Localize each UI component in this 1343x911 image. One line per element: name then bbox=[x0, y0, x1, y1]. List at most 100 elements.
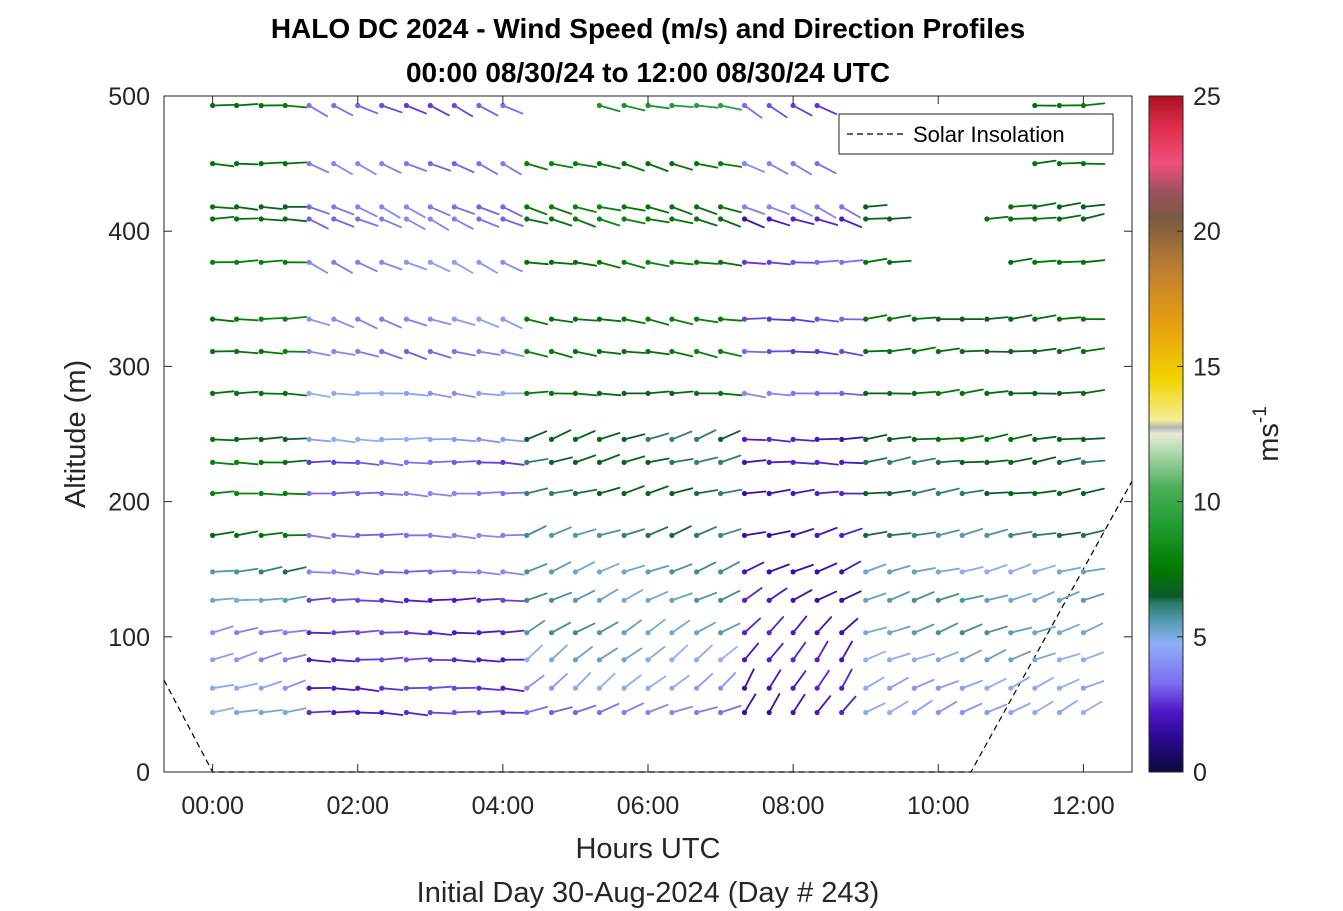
wind-barb-origin-point bbox=[887, 685, 893, 691]
wind-barb bbox=[235, 350, 259, 355]
wind-barb-origin-point bbox=[887, 348, 893, 355]
wind-barb bbox=[405, 318, 428, 327]
wind-barb-origin-point bbox=[741, 459, 748, 465]
wind-barb-origin-point bbox=[1056, 216, 1062, 222]
wind-barb bbox=[550, 350, 573, 359]
wind-barb bbox=[477, 687, 501, 691]
wind-barb bbox=[695, 706, 718, 714]
wind-barb-origin-point bbox=[331, 390, 337, 396]
wind-barb bbox=[816, 669, 830, 690]
wind-barb bbox=[453, 350, 476, 357]
wind-barb-origin-point bbox=[1080, 685, 1086, 691]
wind-barb-origin-point bbox=[1080, 161, 1086, 167]
wind-barb bbox=[1058, 678, 1080, 690]
wind-barb-origin-point bbox=[935, 597, 941, 603]
wind-barb-origin-point bbox=[911, 569, 917, 575]
wind-barb bbox=[792, 461, 816, 465]
wind-barb-origin-point bbox=[694, 459, 700, 465]
wind-barb bbox=[405, 436, 429, 441]
solar-insolation-curve bbox=[163, 481, 1133, 773]
wind-barb-origin-point bbox=[210, 597, 216, 603]
wind-barb bbox=[453, 658, 477, 663]
wind-barb-origin-point bbox=[1008, 685, 1014, 691]
wind-barb-origin-point bbox=[331, 102, 337, 109]
wind-barb bbox=[1082, 203, 1106, 208]
wind-barb bbox=[501, 571, 525, 576]
wind-barb bbox=[888, 565, 911, 573]
wind-barb bbox=[671, 261, 694, 266]
wind-barb bbox=[840, 350, 864, 357]
wind-barb bbox=[380, 218, 403, 229]
wind-barb bbox=[284, 161, 308, 165]
wind-barb-origin-point bbox=[814, 390, 820, 396]
wind-barb bbox=[768, 563, 790, 573]
wind-barb bbox=[598, 453, 620, 464]
wind-barb-origin-point bbox=[839, 436, 845, 442]
wind-barb-origin-point bbox=[621, 316, 627, 322]
wind-barb-origin-point bbox=[645, 532, 651, 539]
wind-barb-origin-point bbox=[935, 459, 941, 465]
wind-barb bbox=[961, 435, 984, 441]
wind-barb bbox=[525, 205, 548, 216]
wind-barb bbox=[429, 218, 450, 231]
wind-barb bbox=[1033, 676, 1054, 690]
wind-barb bbox=[913, 531, 937, 537]
wind-barb bbox=[888, 489, 912, 495]
wind-barb bbox=[453, 318, 476, 326]
wind-barb bbox=[453, 261, 474, 274]
wind-barb bbox=[260, 566, 283, 573]
wind-barb bbox=[743, 668, 755, 690]
wind-barb-origin-point bbox=[548, 709, 555, 716]
wind-barb bbox=[308, 205, 330, 215]
wind-barb-origin-point bbox=[596, 657, 603, 663]
wind-barb bbox=[235, 651, 258, 661]
wind-barb bbox=[792, 589, 813, 602]
wind-barb bbox=[864, 257, 888, 264]
wind-barb-origin-point bbox=[548, 569, 555, 575]
wind-barb bbox=[574, 218, 596, 228]
wind-barb-origin-point bbox=[476, 657, 482, 663]
wind-barb bbox=[380, 631, 404, 634]
wind-barb-origin-point bbox=[524, 216, 530, 222]
wind-barb bbox=[260, 259, 284, 264]
wind-barb-origin-point bbox=[596, 597, 603, 603]
wind-barb-origin-point bbox=[258, 161, 264, 167]
wind-barb-origin-point bbox=[306, 436, 312, 442]
wind-barb-origin-point bbox=[645, 490, 651, 497]
wind-barb-origin-point bbox=[1032, 597, 1038, 603]
wind-barb bbox=[986, 316, 1009, 321]
wind-barb bbox=[864, 349, 888, 353]
wind-barb bbox=[913, 567, 936, 573]
colorbar-tick-label: 0 bbox=[1193, 759, 1207, 787]
wind-barb bbox=[647, 205, 670, 214]
wind-barb bbox=[235, 530, 259, 537]
wind-barb bbox=[405, 162, 428, 172]
wind-barb bbox=[356, 571, 380, 576]
wind-barb-origin-point bbox=[814, 436, 820, 442]
wind-barb bbox=[1033, 652, 1056, 661]
wind-barb bbox=[284, 679, 306, 690]
wind-barb-origin-point bbox=[379, 685, 385, 691]
wind-barb-origin-point bbox=[379, 657, 385, 663]
wind-barb-origin-point bbox=[839, 316, 845, 322]
wind-barb bbox=[308, 597, 332, 602]
wind-barb-origin-point bbox=[355, 709, 361, 716]
wind-barb-origin-point bbox=[258, 204, 264, 210]
wind-barb bbox=[380, 599, 404, 604]
wind-barb bbox=[356, 205, 378, 218]
wind-barb-origin-point bbox=[669, 490, 675, 497]
wind-barb-origin-point bbox=[669, 316, 675, 322]
wind-barb bbox=[743, 104, 763, 119]
wind-barb bbox=[840, 392, 864, 396]
wind-barb-origin-point bbox=[234, 348, 240, 355]
wind-barb bbox=[284, 566, 307, 573]
wind-barb-origin-point bbox=[427, 390, 433, 396]
wind-barb bbox=[671, 318, 694, 326]
wind-barb-origin-point bbox=[596, 390, 603, 396]
x-tick-label: 04:00 bbox=[472, 792, 535, 820]
wind-barb-origin-point bbox=[1056, 259, 1062, 265]
wind-barb-origin-point bbox=[500, 459, 506, 465]
wind-barb bbox=[429, 104, 450, 117]
wind-barb bbox=[477, 491, 501, 495]
wind-barb-origin-point bbox=[863, 630, 869, 636]
